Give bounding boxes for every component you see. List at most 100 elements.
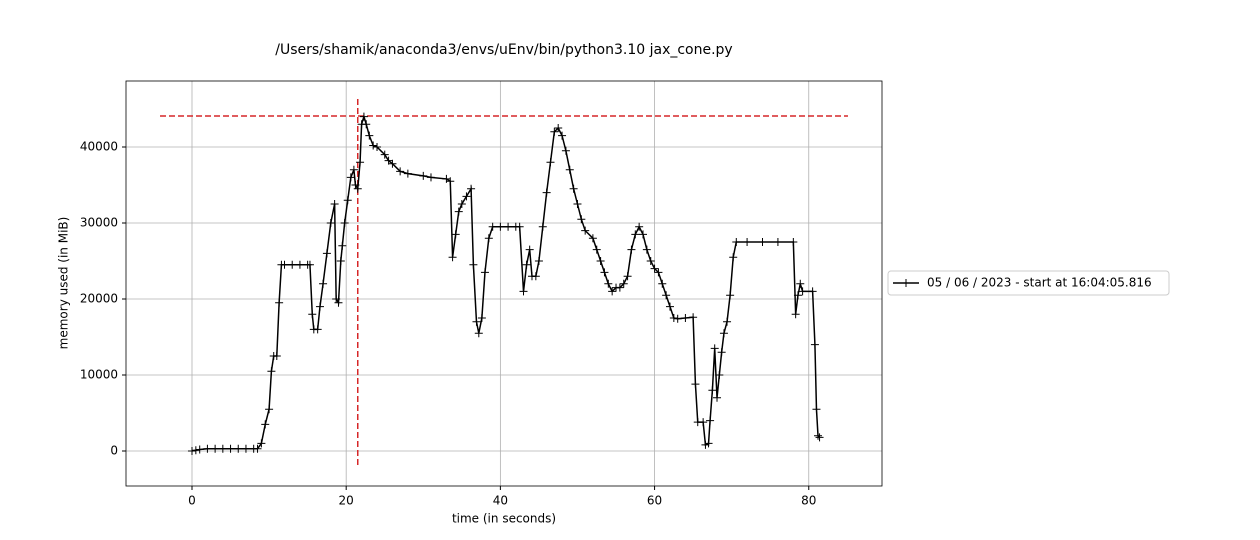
point-marker xyxy=(662,291,671,300)
point-marker xyxy=(257,439,266,448)
point-marker xyxy=(519,287,528,296)
point-marker xyxy=(542,188,551,197)
point-marker xyxy=(226,444,235,453)
point-marker xyxy=(272,352,281,361)
point-marker xyxy=(627,245,636,254)
point-marker xyxy=(515,222,524,231)
point-marker xyxy=(308,310,317,319)
y-tick-label: 10000 xyxy=(80,368,118,382)
point-marker xyxy=(319,279,328,288)
point-marker xyxy=(362,120,371,129)
point-marker xyxy=(814,431,823,440)
point-marker xyxy=(538,222,547,231)
point-marker xyxy=(808,287,817,296)
point-marker xyxy=(658,279,667,288)
point-marker xyxy=(419,171,428,180)
point-marker xyxy=(474,329,483,338)
point-marker xyxy=(743,238,752,246)
point-marker xyxy=(729,253,738,262)
point-marker xyxy=(396,167,405,176)
point-marker xyxy=(359,112,368,121)
y-tick-label: 30000 xyxy=(80,215,118,229)
point-marker xyxy=(635,222,644,231)
point-marker xyxy=(472,317,481,326)
point-marker xyxy=(446,177,455,186)
point-marker xyxy=(773,238,782,246)
point-marker xyxy=(253,444,262,453)
point-marker xyxy=(623,272,632,281)
point-marker xyxy=(334,298,343,307)
point-marker xyxy=(669,314,678,323)
point-marker xyxy=(604,279,613,288)
point-marker xyxy=(346,173,355,182)
point-marker xyxy=(336,257,345,265)
point-marker xyxy=(467,184,476,193)
point-marker xyxy=(448,253,457,262)
point-marker xyxy=(650,264,659,273)
point-marker xyxy=(454,207,463,216)
point-marker xyxy=(343,196,352,205)
point-marker xyxy=(689,313,698,322)
point-marker xyxy=(531,272,540,281)
point-marker xyxy=(338,241,347,250)
point-marker xyxy=(631,230,640,239)
point-marker xyxy=(380,150,389,159)
point-marker xyxy=(288,260,297,269)
point-marker xyxy=(793,291,802,300)
point-marker xyxy=(615,283,624,292)
point-marker xyxy=(534,257,543,265)
point-marker xyxy=(488,222,497,231)
point-marker xyxy=(717,348,726,357)
point-marker xyxy=(462,192,471,201)
chart-title: /Users/shamik/anaconda3/envs/uEnv/bin/py… xyxy=(275,42,732,58)
point-marker xyxy=(480,268,489,277)
point-marker xyxy=(569,184,578,193)
point-marker xyxy=(639,230,648,239)
point-marker xyxy=(525,245,534,254)
point-marker xyxy=(758,238,767,246)
point-marker xyxy=(275,298,284,307)
point-marker xyxy=(646,257,655,265)
point-marker xyxy=(565,165,574,174)
point-marker xyxy=(330,199,339,208)
y-tick-label: 40000 xyxy=(80,139,118,153)
point-marker xyxy=(356,158,365,167)
point-marker xyxy=(522,260,531,269)
point-marker xyxy=(681,314,690,323)
point-marker xyxy=(561,146,570,155)
point-marker xyxy=(191,446,200,455)
point-marker xyxy=(654,268,663,277)
point-marker xyxy=(313,325,322,334)
point-marker xyxy=(469,260,478,269)
point-marker xyxy=(673,314,682,323)
point-marker xyxy=(187,447,196,456)
point-marker xyxy=(581,226,590,235)
point-marker xyxy=(241,444,250,453)
point-marker xyxy=(699,418,708,427)
y-tick-label: 0 xyxy=(110,444,118,458)
point-marker xyxy=(261,420,270,429)
legend-box xyxy=(887,270,1170,296)
x-tick-label: 40 xyxy=(493,494,508,508)
point-marker xyxy=(592,245,601,254)
point-marker xyxy=(704,439,713,448)
point-marker xyxy=(280,260,289,269)
point-marker xyxy=(504,222,513,231)
point-marker xyxy=(619,279,628,288)
point-marker xyxy=(812,405,821,414)
point-marker xyxy=(815,433,824,442)
x-tick-label: 60 xyxy=(647,494,662,508)
point-marker xyxy=(726,291,735,300)
point-marker xyxy=(451,230,460,239)
point-marker xyxy=(723,317,732,326)
point-marker xyxy=(791,310,800,319)
point-marker xyxy=(554,123,563,132)
point-marker xyxy=(457,199,466,208)
point-marker xyxy=(642,245,651,254)
point-marker xyxy=(691,380,700,389)
point-marker xyxy=(484,234,493,243)
legend-marker xyxy=(902,279,910,287)
point-marker xyxy=(558,131,567,140)
